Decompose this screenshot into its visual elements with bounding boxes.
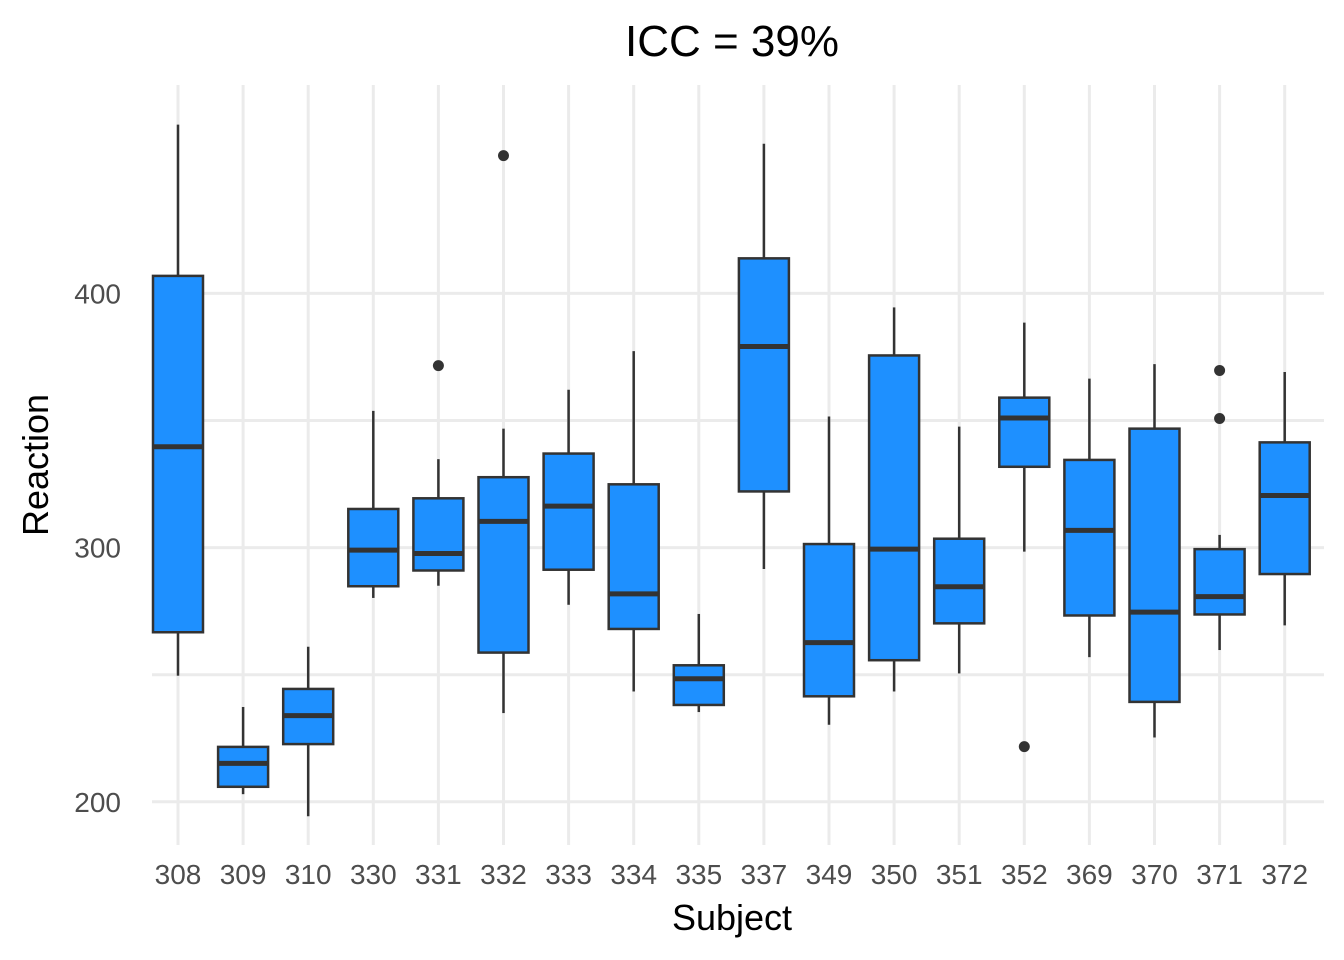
- x-tick-label: 334: [610, 859, 657, 890]
- box-body: [932, 537, 986, 625]
- box-371: [1193, 364, 1246, 651]
- outlier-point: [498, 150, 509, 162]
- box-body: [737, 257, 791, 493]
- box-body: [802, 542, 856, 698]
- box-body: [1063, 458, 1116, 617]
- box-352: [998, 322, 1051, 753]
- x-tick-label: 351: [936, 859, 983, 890]
- box-body: [1128, 427, 1181, 704]
- box-body: [151, 274, 205, 634]
- x-tick-label: 335: [675, 859, 722, 890]
- box-350: [867, 307, 921, 692]
- box-370: [1128, 364, 1181, 738]
- outlier-point: [432, 360, 444, 372]
- x-tick-label: 371: [1196, 859, 1243, 890]
- box-334: [607, 351, 660, 692]
- x-tick-label: 309: [220, 859, 267, 890]
- box-body: [1193, 547, 1246, 616]
- x-tick-label: 332: [480, 859, 527, 890]
- box-372: [1258, 371, 1311, 626]
- box-body: [867, 354, 921, 662]
- box-332: [477, 150, 530, 714]
- box-309: [216, 706, 270, 795]
- x-tick-label: 308: [155, 859, 202, 890]
- x-tick-label: 333: [545, 859, 592, 890]
- box-308: [151, 124, 205, 676]
- outlier-point: [1214, 364, 1226, 376]
- box-337: [737, 143, 791, 569]
- y-tick-label: 300: [74, 533, 121, 564]
- boxes: [151, 124, 1311, 817]
- chart-title: ICC = 39%: [625, 17, 839, 66]
- x-tick-label: 370: [1131, 859, 1178, 890]
- x-axis-label: Subject: [672, 897, 792, 938]
- x-tick-label: 350: [871, 859, 918, 890]
- x-tick-label: 349: [806, 859, 853, 890]
- box-body: [607, 483, 660, 631]
- x-tick-label: 330: [350, 859, 397, 890]
- x-tick-label: 352: [1001, 859, 1048, 890]
- box-351: [932, 426, 986, 674]
- box-369: [1063, 378, 1116, 658]
- box-body: [998, 396, 1051, 469]
- y-tick-labels: 200 300 400: [74, 278, 121, 817]
- x-tick-label: 369: [1066, 859, 1113, 890]
- box-body: [542, 452, 595, 571]
- y-tick-label: 200: [74, 787, 121, 818]
- box-body: [1258, 441, 1311, 576]
- outlier-point: [1214, 412, 1226, 424]
- box-body: [347, 507, 400, 588]
- box-body: [477, 475, 530, 654]
- box-335: [672, 613, 726, 713]
- box-body: [412, 497, 465, 572]
- outlier-point: [1018, 741, 1030, 753]
- box-333: [542, 389, 595, 605]
- y-tick-label: 400: [74, 278, 121, 309]
- y-axis-label: Reaction: [15, 394, 56, 536]
- x-tick-label: 372: [1261, 859, 1308, 890]
- x-tick-label: 331: [415, 859, 462, 890]
- box-body: [672, 664, 726, 707]
- box-330: [347, 410, 400, 598]
- box-349: [802, 416, 856, 725]
- x-tick-label: 337: [741, 859, 788, 890]
- x-tick-label: 310: [285, 859, 332, 890]
- box-body: [216, 745, 270, 789]
- box-310: [281, 646, 335, 817]
- x-tick-labels: 308 309 310 330 331 332 333 334 335 337 349 350 351 3…: [155, 859, 1308, 890]
- box-331: [412, 360, 465, 586]
